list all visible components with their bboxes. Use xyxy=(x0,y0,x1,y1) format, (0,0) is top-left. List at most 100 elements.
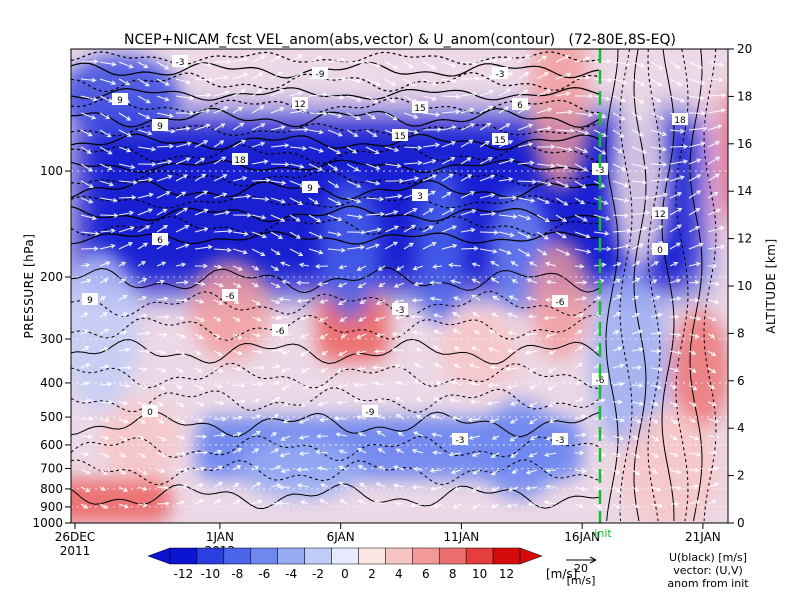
wind-vector xyxy=(452,503,462,509)
wind-vector xyxy=(574,248,592,254)
wind-vector xyxy=(118,61,134,69)
wind-vector xyxy=(433,503,443,508)
wind-vector xyxy=(507,330,519,336)
shading-texture-5 xyxy=(590,270,670,450)
wind-vector xyxy=(175,207,189,216)
wind-vector xyxy=(270,347,284,353)
wind-vector xyxy=(118,347,131,353)
wind-vector xyxy=(194,333,204,339)
wind-vector xyxy=(450,279,462,284)
wind-vector xyxy=(175,435,186,440)
wind-vector xyxy=(346,197,362,204)
pressure-tick-900: 900 xyxy=(40,500,63,514)
wind-vector xyxy=(631,163,649,170)
u-contour-low-6 xyxy=(71,410,600,438)
wind-vector xyxy=(80,416,95,421)
wind-vector xyxy=(156,224,169,233)
wind-vector xyxy=(688,367,697,373)
contour-label: -9 xyxy=(362,405,378,418)
wind-vector xyxy=(346,78,362,84)
wind-vector xyxy=(410,313,424,319)
wind-vector xyxy=(175,78,192,85)
wind-vector xyxy=(707,225,725,233)
wind-vector xyxy=(175,243,190,250)
wind-vector xyxy=(517,248,531,257)
wind-vector xyxy=(270,197,286,204)
init-label: init xyxy=(594,527,612,540)
wind-vector xyxy=(395,413,405,420)
contour-label: 0 xyxy=(652,243,668,256)
wind-vector xyxy=(707,482,720,488)
wind-vector xyxy=(346,146,358,154)
wind-vector xyxy=(528,261,538,267)
wind-vector xyxy=(270,414,280,420)
colorbar-swatch-7 xyxy=(358,547,386,565)
wind-vector xyxy=(99,346,110,352)
wind-vector xyxy=(415,415,424,420)
wind-vector xyxy=(280,435,291,441)
wind-vector xyxy=(498,176,514,182)
wind-vector xyxy=(365,78,381,86)
wind-vector xyxy=(574,296,588,301)
wind-vector xyxy=(517,89,529,97)
wind-vector xyxy=(175,367,184,373)
wind-vector xyxy=(327,163,339,171)
wind-vector xyxy=(327,57,346,63)
wind-vector xyxy=(365,180,381,186)
wind-vector xyxy=(433,345,443,352)
altitude-axis: 0 2 4 6 8 10 12 14 16 18 20 xyxy=(728,42,752,530)
contour-label: 9 xyxy=(112,93,128,106)
wind-vector xyxy=(707,244,726,250)
wind-vector xyxy=(688,452,702,457)
wind-vector xyxy=(451,415,462,421)
wind-vector xyxy=(414,363,424,369)
wind-vector xyxy=(118,418,130,424)
wind-vector xyxy=(194,434,208,439)
wind-vector xyxy=(270,214,286,222)
wind-vector xyxy=(213,367,224,373)
wind-vector xyxy=(346,229,367,235)
u-contour-5 xyxy=(71,107,600,128)
wind-vector xyxy=(574,280,588,285)
wind-vector xyxy=(251,196,270,202)
wind-vector xyxy=(411,448,424,454)
wind-vector xyxy=(377,398,386,403)
wind-vector xyxy=(488,329,500,335)
wind-vector xyxy=(336,400,348,405)
wind-vector xyxy=(510,452,519,458)
wind-vector xyxy=(376,430,386,437)
wind-vector xyxy=(270,248,281,256)
wind-vector xyxy=(232,231,249,237)
wind-vector xyxy=(232,333,243,339)
wind-vector xyxy=(251,332,262,338)
altitude-tick-18: 18 xyxy=(737,89,752,103)
wind-vector xyxy=(99,329,110,335)
wind-vector xyxy=(357,282,367,288)
wind-vector xyxy=(156,314,171,320)
wind-vector xyxy=(574,231,591,239)
wind-vector xyxy=(631,277,641,284)
wind-vector xyxy=(175,350,186,356)
wind-vector xyxy=(194,316,206,322)
wind-vector xyxy=(99,312,108,318)
colorbar-right-arrow xyxy=(519,547,543,565)
wind-vector xyxy=(688,384,698,391)
wind-vector xyxy=(545,484,557,490)
wind-vector xyxy=(498,248,512,255)
pressure-tick-800: 800 xyxy=(40,482,63,496)
wind-vector xyxy=(471,469,481,475)
wind-vector xyxy=(232,415,244,421)
wind-vector xyxy=(194,61,213,67)
wind-vector xyxy=(487,346,500,352)
wind-vector xyxy=(669,159,689,165)
wind-vector xyxy=(251,282,259,288)
wind-vector xyxy=(300,401,310,407)
wind-vector xyxy=(479,157,493,165)
u-contour-low-5 xyxy=(71,386,600,413)
colorbar-swatch-1 xyxy=(196,547,225,565)
wind-vector xyxy=(365,163,381,171)
wind-vector xyxy=(175,191,187,199)
contour-label: 18 xyxy=(672,113,688,126)
colorbar-left-arrow xyxy=(147,547,171,565)
plot-area: -3 -9 -3 9 12 15 6 9 15 18 15 9 3 6 -6 -3 -6 -6 -3 -9 0 -6 -3 1… xyxy=(71,49,728,523)
